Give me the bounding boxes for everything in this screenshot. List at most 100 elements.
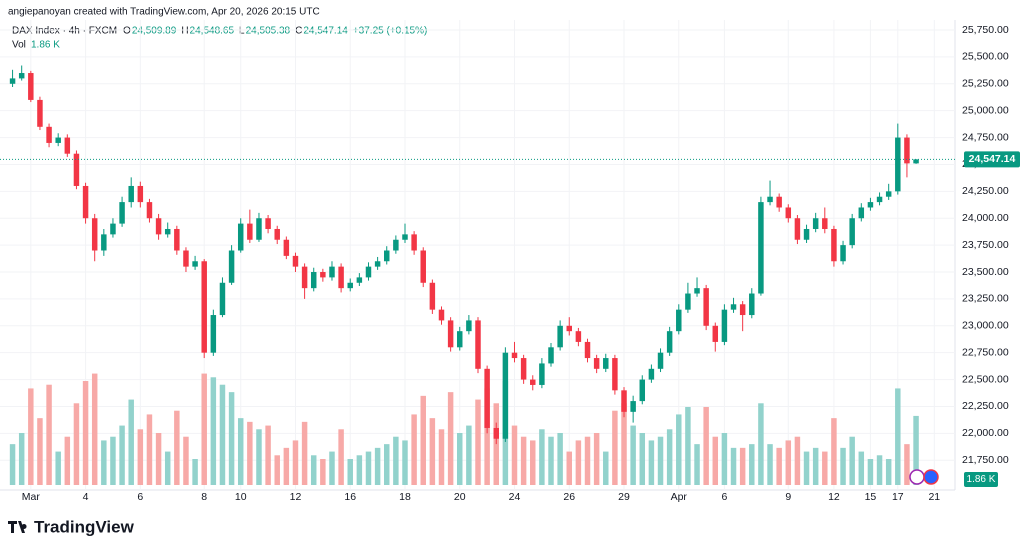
y-tick-label: 21,750.00 <box>962 454 1009 466</box>
x-tick-label: 12 <box>828 491 840 503</box>
brand-logo <box>8 521 27 533</box>
volume-bar <box>867 459 874 485</box>
candle-body <box>593 358 600 369</box>
volume-bar <box>292 440 299 485</box>
volume-bar <box>174 410 180 485</box>
candle-body <box>301 266 308 289</box>
candle-body <box>402 234 408 240</box>
volume-bar <box>310 455 317 485</box>
x-tick-label: 8 <box>201 491 207 503</box>
legend-value: 24,505.38 <box>246 26 291 37</box>
candle-body <box>365 266 372 278</box>
candle-body <box>794 218 801 240</box>
legend-change: +37.25 (+0.15%) <box>353 26 428 37</box>
volume-bar <box>137 429 144 485</box>
volume-bar <box>511 425 518 485</box>
volume-bar <box>55 451 61 485</box>
volume-bar <box>210 377 217 485</box>
volume-bar <box>247 421 253 485</box>
volume-bar <box>593 433 600 485</box>
candle-body <box>9 78 16 84</box>
volume-bar <box>457 433 463 485</box>
credit: angiepanoyan created with TradingView.co… <box>8 7 320 18</box>
candle-body <box>55 137 61 143</box>
candle-body <box>46 126 52 143</box>
candle-body <box>119 202 125 224</box>
volume-bar <box>393 436 399 485</box>
volume-bar <box>155 433 162 485</box>
candle-body <box>812 218 819 229</box>
candle-body <box>155 218 162 235</box>
y-tick-label: 23,000.00 <box>962 320 1009 332</box>
volume-bar <box>101 440 107 485</box>
volume-bar <box>228 392 235 485</box>
candle-body <box>338 266 344 289</box>
candle-body <box>712 325 719 342</box>
volume-bar <box>265 425 271 485</box>
y-tick-label: 22,000.00 <box>962 427 1009 439</box>
volume-bar <box>18 433 25 485</box>
last-price-tag <box>964 151 1020 168</box>
candle-body <box>420 250 426 283</box>
volume-bar <box>466 425 472 485</box>
candle-body <box>557 325 563 348</box>
volume-bar <box>566 451 572 485</box>
y-tick-label: 22,750.00 <box>962 346 1009 358</box>
candle-body <box>73 153 80 186</box>
volume-bar <box>575 440 582 485</box>
x-tick-label: 6 <box>721 491 727 503</box>
symbol: DAX Index · 4h · FXCM <box>12 26 117 37</box>
candle-body <box>484 368 490 428</box>
volume-bar <box>758 403 764 485</box>
y-tick-label: 24,000.00 <box>962 212 1009 224</box>
volume-bar <box>146 414 153 485</box>
y-tick-label: 25,000.00 <box>962 104 1009 116</box>
candle-body <box>292 255 299 267</box>
candle-body <box>64 137 71 154</box>
volume-bar <box>484 388 490 485</box>
x-tick-label: 24 <box>509 491 521 503</box>
candle-body <box>237 223 244 251</box>
candle-body <box>511 352 518 359</box>
candle-body <box>548 347 554 364</box>
volume-bar <box>329 451 335 485</box>
volume-bar <box>28 388 34 485</box>
y-tick-label: 23,500.00 <box>962 266 1009 278</box>
candle-body <box>721 309 728 342</box>
candle-body <box>867 202 874 208</box>
last-price-label: 24,547.14 <box>969 153 1016 165</box>
volume-bar <box>904 444 910 485</box>
candle-body <box>28 73 34 100</box>
volume-bar <box>913 415 919 485</box>
candle-body <box>256 218 262 240</box>
candle-body <box>730 304 737 310</box>
volume-bar <box>37 418 43 485</box>
volume-bar <box>657 436 664 485</box>
candle-body <box>411 234 417 251</box>
candle-body <box>384 250 390 262</box>
x-tick-label: 9 <box>785 491 791 503</box>
x-tick-label: Apr <box>671 491 688 503</box>
candle-body <box>228 250 235 283</box>
last-volume-tag <box>964 472 998 487</box>
volume-bar <box>803 451 810 485</box>
candle-body <box>174 228 180 251</box>
volume-bar <box>365 451 372 485</box>
candle-body <box>840 245 846 262</box>
volume-bar <box>885 459 892 485</box>
candle-body <box>758 202 764 294</box>
candle-body <box>895 137 901 192</box>
candle-body <box>283 239 290 256</box>
volume-bar <box>110 436 116 485</box>
volume-bar <box>548 436 554 485</box>
candle-body <box>493 427 499 439</box>
legend-key: L <box>239 26 245 37</box>
volume-bar <box>356 455 363 485</box>
candle-body <box>438 309 445 321</box>
candle-body <box>575 331 582 342</box>
candle-body <box>457 331 463 348</box>
candle-body <box>274 228 280 240</box>
x-tick-label: 29 <box>618 491 630 503</box>
candle-body <box>520 358 527 380</box>
candle-body <box>803 228 810 240</box>
